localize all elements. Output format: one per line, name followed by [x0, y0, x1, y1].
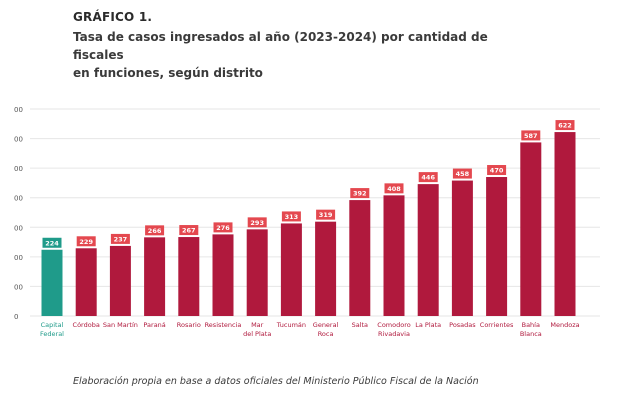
bar — [280, 223, 302, 316]
x-tick-label: Comodoro — [377, 321, 410, 329]
data-label: 408 — [387, 185, 401, 193]
x-tick-label: Blanca — [520, 330, 542, 338]
data-label: 470 — [490, 167, 504, 175]
y-tick-label: 00 — [14, 165, 23, 173]
data-label-box — [521, 130, 541, 141]
x-tick-label: Corrientes — [480, 321, 514, 329]
x-tick-label: Mendoza — [550, 321, 579, 329]
data-label-box — [350, 188, 370, 199]
y-tick-label: 00 — [14, 136, 23, 144]
x-tick-label: Rosario — [177, 321, 201, 329]
y-tick-label: 00 — [14, 283, 23, 291]
data-label: 622 — [558, 122, 572, 130]
x-tick-label: Tucumán — [276, 321, 306, 329]
chart-label: GRÁFICO 1. — [73, 10, 153, 24]
data-label: 276 — [216, 224, 230, 232]
x-tick-label: Rivadavia — [378, 330, 410, 338]
data-label-box — [384, 183, 404, 194]
data-label: 293 — [250, 219, 264, 227]
bar — [246, 229, 268, 316]
x-tick-label: Bahía — [522, 321, 540, 329]
data-label: 267 — [182, 227, 196, 235]
data-label: 229 — [79, 238, 93, 246]
y-tick-label: 00 — [14, 224, 23, 232]
bar — [486, 177, 508, 316]
data-label-box — [179, 225, 199, 236]
bar — [178, 237, 200, 316]
data-label-box — [145, 225, 165, 236]
data-label-box — [281, 211, 301, 222]
x-tick-label: San Martín — [103, 321, 138, 329]
x-tick-label: Mar — [251, 321, 264, 329]
data-label-box — [316, 209, 336, 220]
x-tick-label: Roca — [318, 330, 334, 338]
data-label-box — [110, 233, 130, 244]
chart-title: Tasa de casos ingresados al año (2023-20… — [73, 28, 533, 82]
x-tick-label: Capital — [41, 321, 64, 329]
bar — [383, 195, 405, 316]
bar — [554, 132, 576, 316]
data-label: 458 — [456, 170, 470, 178]
data-label: 237 — [114, 235, 128, 243]
bar — [41, 249, 63, 316]
y-tick-label: 00 — [14, 195, 23, 203]
bar — [520, 142, 542, 316]
data-label: 319 — [319, 211, 333, 219]
data-label: 587 — [524, 132, 538, 140]
x-tick-label: Federal — [40, 330, 64, 338]
x-tick-label: La Plata — [415, 321, 441, 329]
x-tick-label: del Plata — [243, 330, 271, 338]
x-tick-label: Resistencia — [205, 321, 242, 329]
data-label-box — [42, 237, 62, 248]
x-tick-label: General — [313, 321, 339, 329]
bar — [315, 221, 337, 316]
data-label-box — [452, 168, 472, 179]
bar — [75, 248, 97, 316]
bar — [451, 180, 473, 316]
data-label-box — [213, 222, 233, 233]
bar — [349, 200, 371, 316]
chart-footnote: Elaboración propia en base a datos ofici… — [73, 376, 479, 387]
x-tick-label: Posadas — [449, 321, 476, 329]
data-label: 313 — [285, 213, 299, 221]
x-tick-label: Córdoba — [73, 321, 100, 329]
data-label-box — [418, 172, 438, 183]
data-label-box — [487, 165, 507, 176]
x-tick-label: Salta — [352, 321, 368, 329]
x-tick-label: Paraná — [143, 321, 165, 329]
chart-title-line2: en funciones, según distrito — [73, 66, 263, 80]
bar — [417, 184, 439, 316]
chart-title-line1: Tasa de casos ingresados al año (2023-20… — [73, 30, 488, 62]
data-label: 266 — [148, 227, 162, 235]
y-tick-label: 00 — [14, 254, 23, 262]
data-label-box — [76, 236, 96, 247]
data-label: 446 — [421, 174, 435, 182]
data-label-box — [247, 217, 267, 228]
bar — [212, 234, 234, 316]
data-label: 392 — [353, 190, 367, 198]
data-label: 224 — [45, 239, 59, 247]
y-tick-label: 0 — [14, 313, 18, 321]
chart-header: GRÁFICO 1. Tasa de casos ingresados al a… — [73, 10, 613, 82]
data-label-box — [555, 120, 575, 131]
bar — [109, 245, 131, 316]
bar — [144, 237, 166, 316]
y-tick-label: 00 — [14, 106, 23, 114]
